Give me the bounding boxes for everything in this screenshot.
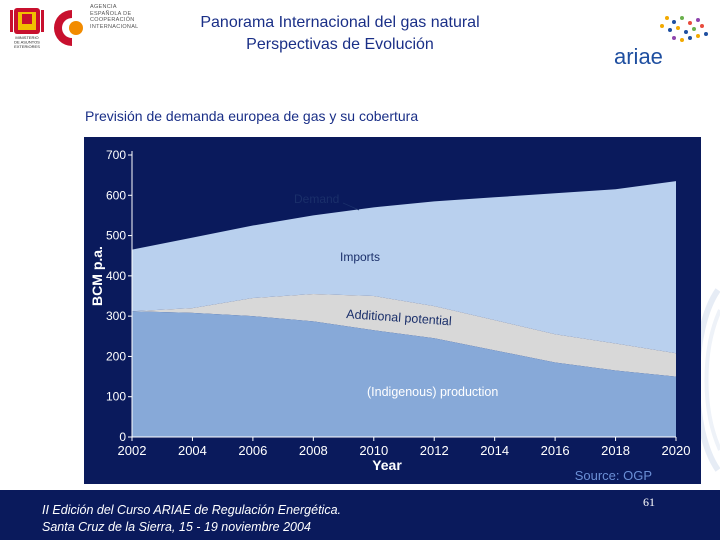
- x-tick-label: 2006: [238, 443, 267, 458]
- ariae-wordmark: ariae: [614, 44, 663, 69]
- x-tick-label: 2018: [601, 443, 630, 458]
- chart-subtitle: Previsión de demanda europea de gas y su…: [85, 108, 419, 124]
- aecid-line1: AGENCIA: [90, 4, 117, 10]
- demand-chart: 0 100 200 300 400 500 600 700 2002 2004 2006 2008 20…: [89, 148, 691, 483]
- ariae-dot: [696, 18, 700, 22]
- production-area: [132, 311, 676, 437]
- y-tick-label: 100: [106, 390, 126, 404]
- source-label: Source: OGP: [575, 468, 652, 483]
- demand-label: Demand: [294, 192, 339, 206]
- ariae-dot: [665, 16, 669, 20]
- title-line1: Panorama Internacional del gas natural: [200, 14, 480, 31]
- x-tick-label: 2012: [420, 443, 449, 458]
- x-axis-title: Year: [372, 457, 402, 473]
- footer-line2: Santa Cruz de la Sierra, 15 - 19 noviemb…: [42, 520, 311, 534]
- ariae-dot: [700, 24, 704, 28]
- imports-label: Imports: [340, 250, 380, 264]
- ariae-dot: [692, 27, 696, 31]
- y-tick-label: 200: [106, 349, 126, 363]
- aecid-text: AGENCIA ESPAÑOLA DE COOPERACIÓN INTERNAC…: [90, 4, 139, 30]
- x-tick-label: 2020: [662, 443, 691, 458]
- ariae-dot: [688, 21, 692, 25]
- ariae-dot: [684, 30, 688, 34]
- x-tick-label: 2014: [480, 443, 509, 458]
- y-tick-label: 0: [119, 430, 126, 444]
- ariae-dot: [704, 32, 708, 36]
- ministry-line2: DE ASUNTOS: [14, 40, 40, 45]
- footer-text: II Edición del Curso ARIAE de Regulación…: [42, 502, 341, 536]
- y-tick-label: 500: [106, 229, 126, 243]
- aecid-line3: COOPERACIÓN: [90, 17, 135, 24]
- x-tick-label: 2004: [178, 443, 207, 458]
- ariae-dot: [696, 34, 700, 38]
- ariae-dot: [680, 16, 684, 20]
- y-tick-label: 400: [106, 269, 126, 283]
- aecid-line4: INTERNACIONAL: [90, 23, 139, 30]
- production-label: (Indigenous) production: [367, 385, 498, 399]
- x-tick-label: 2016: [541, 443, 570, 458]
- aecid-logo: [54, 10, 83, 46]
- y-tick-label: 700: [106, 148, 126, 162]
- footer-line1: II Edición del Curso ARIAE de Regulación…: [42, 503, 342, 517]
- ministry-crest-logo: MINISTERIO DE ASUNTOS EXTERIORES: [10, 8, 44, 49]
- additional-potential-area: [132, 293, 676, 377]
- ariae-dot: [672, 36, 676, 40]
- title-line2: Perspectivas de Evolución: [246, 36, 434, 53]
- ariae-dot: [680, 38, 684, 42]
- y-tick-label: 300: [106, 309, 126, 323]
- ariae-dot: [660, 24, 664, 28]
- demand-label-leader: [342, 202, 360, 211]
- y-axis-title: BCM p.a.: [89, 246, 105, 306]
- y-tick-label: 600: [106, 188, 126, 202]
- imports-area: [132, 181, 676, 354]
- x-tick-label: 2002: [118, 443, 147, 458]
- x-tick-label: 2008: [299, 443, 328, 458]
- footer-bar: II Edición del Curso ARIAE de Regulación…: [0, 490, 720, 540]
- chart-panel: 0 100 200 300 400 500 600 700 2002 2004 2006 2008 20…: [84, 137, 701, 484]
- ministry-line3: EXTERIORES: [14, 44, 40, 49]
- page-number: 61: [643, 495, 655, 509]
- ariae-logo: ariae: [614, 16, 708, 69]
- x-tick-label: 2010: [359, 443, 388, 458]
- aecid-line2: ESPAÑOLA DE: [90, 10, 132, 17]
- ariae-dot: [672, 20, 676, 24]
- ministry-line1: MINISTERIO: [15, 35, 38, 40]
- ariae-dot: [668, 28, 672, 32]
- slide-title: Panorama Internacional del gas natural P…: [150, 12, 530, 56]
- ariae-dot: [676, 26, 680, 30]
- ariae-dot: [688, 36, 692, 40]
